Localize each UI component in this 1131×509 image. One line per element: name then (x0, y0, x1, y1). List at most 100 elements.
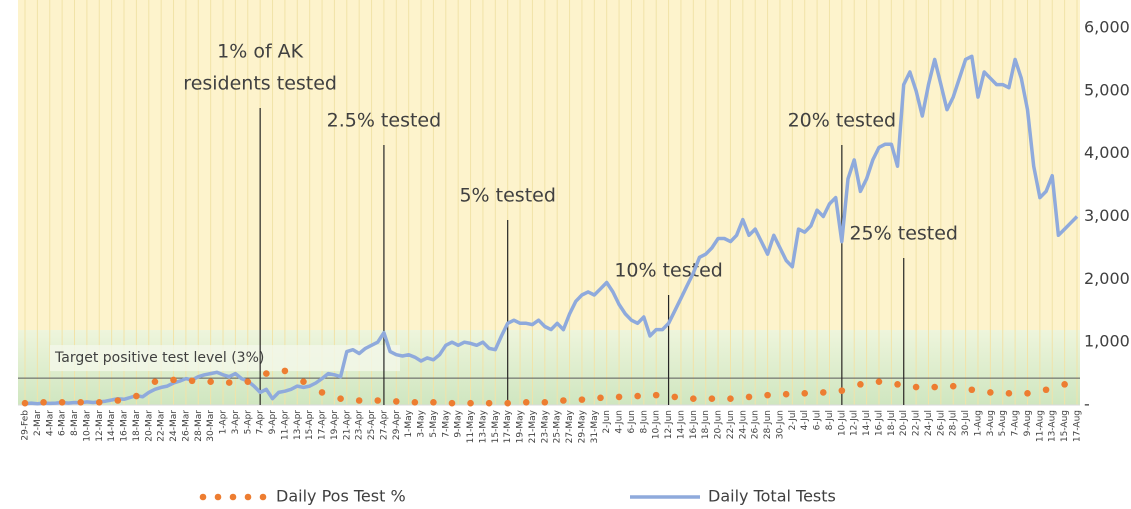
pos-rate-dot (634, 392, 641, 400)
x-tick-label: 14-Jul (862, 410, 872, 436)
x-tick-label: 10-Jun (652, 410, 662, 439)
pos-rate-dot (244, 378, 252, 385)
pos-rate-dot (114, 397, 122, 404)
milestone-label: residents tested (183, 73, 337, 95)
x-tick-label: 25-May (553, 409, 563, 443)
x-tick-label: 9-May (454, 409, 464, 437)
x-tick-label: 11-Apr (280, 410, 290, 440)
pos-rate-dot (467, 399, 474, 407)
x-tick-label: 12-Mar (95, 410, 105, 442)
legend-label: Daily Total Tests (708, 487, 836, 506)
x-tick-label: 20-Jun (714, 410, 724, 439)
y-tick-label: 5,000 (1084, 80, 1130, 99)
pos-rate-dot (838, 387, 846, 394)
y-tick-label: 6,000 (1084, 18, 1130, 37)
x-tick-label: 22-Jun (726, 410, 736, 439)
x-tick-label: 4-Jul (800, 410, 810, 430)
pos-rate-dot (690, 395, 697, 403)
pos-rate-dot (931, 383, 938, 391)
x-tick-label: 21-Apr (342, 410, 352, 440)
x-tick-label: 20-Jul (899, 410, 909, 436)
pos-rate-dot (448, 399, 456, 407)
x-tick-label: 4-Jun (615, 410, 625, 434)
total-tests-line (24, 54, 1079, 406)
x-tick-label: 15-Apr (305, 410, 315, 440)
x-tick-label: 26-Mar (181, 410, 191, 442)
x-tick-label: 4-Mar (45, 410, 55, 436)
x-tick-label: 28-Jul (949, 410, 959, 436)
x-tick-label: 13-Apr (293, 410, 303, 440)
pos-rate-dot (77, 399, 84, 406)
legend-swatch (259, 493, 267, 501)
pos-rate-dot (597, 394, 604, 402)
y-tick-label: 2,000 (1084, 269, 1130, 288)
x-tick-label: 24-Mar (169, 410, 179, 442)
x-tick-label: 30-Mar (206, 410, 216, 442)
x-tick-label: 17-Aug (1073, 410, 1083, 442)
pos-rate-dot (318, 389, 326, 396)
pos-rate-dot (374, 397, 382, 404)
high-zone (18, 0, 1080, 330)
x-tick-label: 23-Apr (355, 410, 365, 440)
x-tick-label: 27-Apr (379, 410, 389, 440)
pos-rate-dot (430, 399, 437, 406)
pos-rate-dot (207, 378, 214, 385)
x-tick-label: 16-Jun (689, 410, 699, 439)
pos-rate-dot (541, 399, 549, 406)
x-tick-label: 28-Jun (763, 410, 773, 439)
x-tick-label: 12-Jul (850, 410, 860, 436)
x-tick-label: 11-Aug (1035, 410, 1045, 442)
legend-label: Daily Pos Test % (276, 487, 406, 506)
pos-rate-dot (615, 393, 623, 401)
y-tick-label: - (1084, 395, 1090, 414)
milestone-label: 25% tested (849, 223, 958, 245)
pos-rate-dot (392, 398, 400, 405)
legend-swatch (244, 493, 252, 501)
x-tick-label: 3-Apr (231, 410, 241, 435)
x-tick-label: 6-Jul (813, 410, 823, 430)
pos-rate-dot (1061, 381, 1068, 388)
pos-rate-dot (745, 393, 753, 401)
x-tick-label: 1-May (404, 409, 414, 437)
pos-rate-dot (58, 399, 66, 406)
x-tick-label: 18-Jul (887, 410, 897, 436)
x-tick-label: 17-May (503, 409, 513, 443)
x-tick-label: 14-Mar (107, 410, 117, 442)
x-tick-label: 16-Jul (874, 410, 884, 436)
x-tick-label: 27-May (565, 409, 575, 443)
x-tick-label: 29-Feb (21, 410, 31, 441)
x-tick-label: 8-Mar (70, 410, 80, 436)
legend-swatch (214, 493, 222, 501)
x-tick-label: 6-Mar (58, 410, 68, 436)
x-tick-label: 30-Jul (961, 410, 971, 436)
x-tick-label: 18-Jun (701, 410, 711, 439)
y-tick-label: 4,000 (1084, 143, 1130, 162)
x-tick-label: 7-Aug (1011, 410, 1021, 436)
x-tick-label: 22-Jul (912, 410, 922, 436)
target-label: Target positive test level (3%) (54, 350, 264, 366)
x-tick-label: 17-Apr (318, 410, 328, 440)
x-tick-label: 5-Aug (998, 410, 1008, 436)
pos-rate-dot (560, 397, 567, 404)
x-tick-label: 23-May (540, 409, 550, 443)
x-tick-label: 9-Aug (1023, 410, 1033, 436)
pos-rate-dot (912, 383, 920, 391)
pos-rate-dot (300, 378, 307, 385)
x-tick-label: 9-Apr (268, 410, 278, 435)
pos-rate-dot (652, 391, 660, 399)
pos-rate-dot (987, 389, 994, 396)
pos-rate-dot (337, 395, 344, 403)
pos-rate-dot (727, 395, 734, 403)
x-tick-label: 10-Jul (837, 410, 847, 436)
pos-rate-dot (708, 395, 716, 403)
x-tick-label: 20-Mar (144, 410, 154, 442)
x-tick-label: 7-Apr (256, 410, 266, 435)
x-tick-label: 1-Aug (973, 410, 983, 436)
x-tick-label: 11-May (466, 409, 476, 443)
pos-rate-dot (411, 399, 419, 406)
x-tick-label: 28-Mar (194, 410, 204, 442)
pos-rate-dot (355, 397, 363, 404)
x-tick-label: 5-May (429, 409, 439, 437)
pos-rate-dot (801, 390, 809, 397)
